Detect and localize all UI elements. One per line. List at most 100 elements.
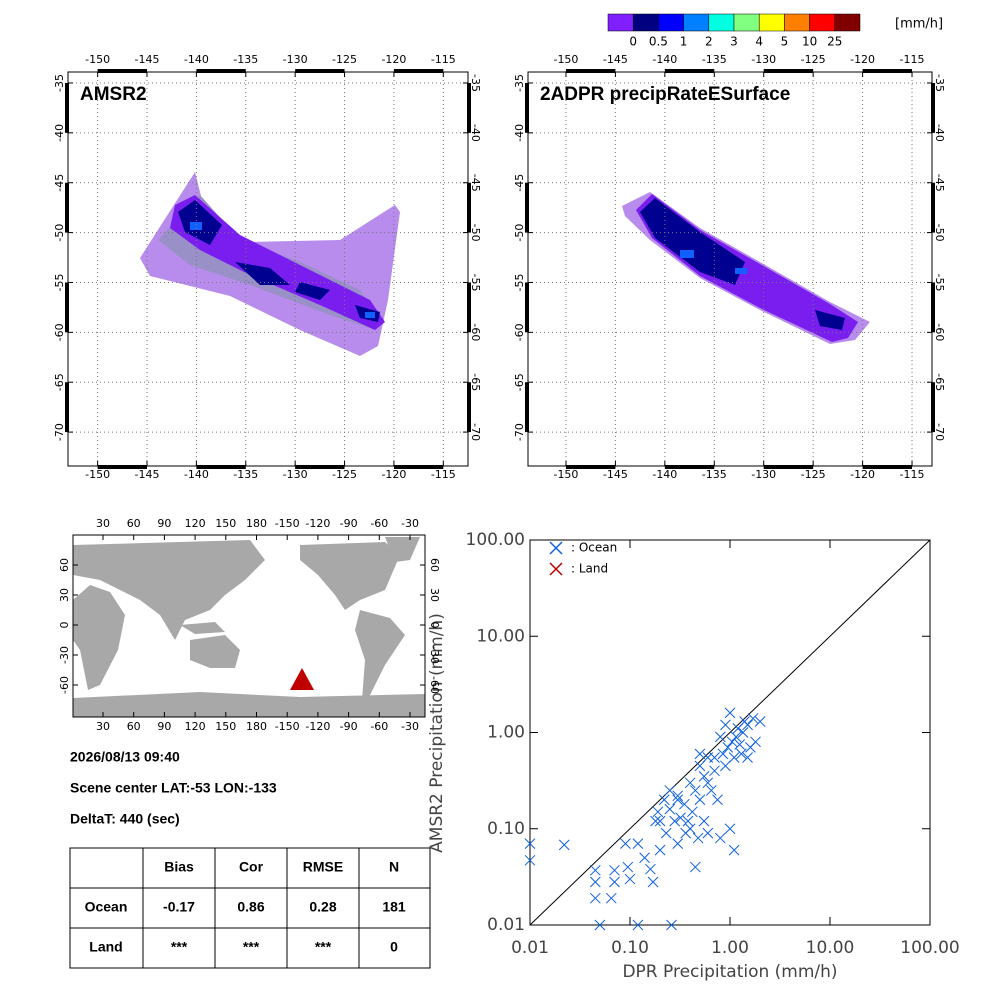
map-x-tick-label: -140: [652, 53, 677, 66]
map-y-tick-label: -35: [933, 74, 946, 92]
scatter-point: [742, 752, 753, 763]
world-lat-label: 30: [58, 588, 71, 602]
x-tick-label: 100.00: [900, 938, 959, 958]
map-y-tick-label: -55: [469, 273, 482, 291]
scatter-point: [698, 815, 710, 827]
world-lon-label: 90: [157, 517, 171, 530]
north-america: [300, 542, 400, 610]
scatter-point: [660, 827, 672, 839]
scatter-point: [684, 777, 696, 789]
scatter-point: [654, 815, 666, 827]
world-lon-label: -90: [340, 517, 358, 530]
map-x-tick-label: -135: [233, 468, 258, 481]
map-y-tick-label: -50: [513, 224, 526, 242]
map-x-tick-label: -140: [652, 468, 677, 481]
antarctica: [73, 692, 425, 717]
map-x-tick-label: -135: [702, 468, 727, 481]
table-header: Bias: [164, 859, 194, 875]
scatter-point: [654, 844, 666, 856]
table-cell: 0.86: [237, 899, 264, 915]
amsr2-swath: [140, 172, 400, 356]
map-x-tick-label: -115: [431, 53, 456, 66]
world-lat-label: 0: [428, 622, 441, 629]
world-lon-label: 30: [96, 517, 110, 530]
legend-marker: [549, 562, 563, 576]
map-y-tick-label: -65: [53, 373, 66, 391]
table-border: [69, 847, 431, 969]
y-axis-label: AMSR2 Precipitation (mm/h): [427, 613, 447, 853]
world-lon-label: 90: [157, 720, 171, 733]
scatter-point: [714, 731, 726, 743]
dpr-swath: [622, 192, 870, 344]
colorbar-label: 5: [781, 35, 789, 49]
x-tick-label: 1.00: [711, 938, 749, 958]
swath-navy: [235, 262, 290, 285]
scatter-point: [589, 892, 601, 904]
world-lat-label: 30: [428, 588, 441, 602]
scatter-point: [658, 794, 670, 806]
map-x-tick-label: -140: [184, 468, 209, 481]
map-y-tick-label: -65: [513, 373, 526, 391]
map-y-tick-label: -50: [53, 224, 66, 242]
world-lat-label: -30: [58, 646, 71, 664]
scatter-point: [737, 727, 749, 738]
scatter-point: [694, 794, 706, 806]
scatter-point: [605, 892, 617, 904]
scatter-point: [684, 823, 696, 835]
map-x-tick-label: -150: [85, 53, 110, 66]
scatter-point: [724, 707, 736, 719]
map-y-tick-label: -60: [53, 323, 66, 341]
world-lon-label: -150: [275, 517, 300, 530]
map-x-tick-label: -115: [900, 53, 925, 66]
colorbar-label: 0.5: [649, 35, 668, 49]
map-x-tick-label: -145: [603, 468, 628, 481]
scatter-point: [666, 919, 677, 931]
scatter-point: [672, 790, 684, 802]
scatter-point: [594, 919, 606, 931]
x-axis-label: DPR Precipitation (mm/h): [622, 962, 837, 982]
world-lat-label: 60: [428, 558, 441, 572]
map-x-tick-label: -135: [702, 53, 727, 66]
scatter-point: [632, 838, 644, 850]
table-header: RMSE: [303, 859, 343, 875]
scatter-point: [672, 794, 684, 806]
map-x-tick-label: -120: [381, 53, 406, 66]
map-x-tick-label: -130: [751, 53, 776, 66]
map-y-tick-label: -35: [53, 74, 66, 92]
x-tick-label: 0.01: [511, 938, 549, 958]
map-x-tick-label: -135: [233, 53, 258, 66]
map-x-tick-label: -130: [751, 468, 776, 481]
map-y-tick-label: -45: [933, 174, 946, 192]
table-header: Cor: [239, 859, 264, 875]
world-lon-label: 60: [127, 720, 141, 733]
table-row-label: Land: [89, 939, 122, 955]
map-x-tick-label: -115: [900, 468, 925, 481]
map-y-tick-label: -65: [469, 373, 482, 391]
colorbar-label: 25: [827, 35, 842, 49]
scatter-point: [524, 838, 536, 850]
scatter-point: [694, 748, 706, 760]
scatter-point: [720, 719, 731, 731]
map-y-tick-label: -45: [469, 174, 482, 192]
scatter-point: [712, 794, 723, 806]
table-cell: ***: [243, 939, 260, 955]
world-lon-label: 120: [185, 517, 206, 530]
legend-label: : Ocean: [571, 541, 617, 555]
table-cell: ***: [171, 939, 188, 955]
scatter-point: [682, 815, 694, 827]
scatter-point: [754, 716, 766, 727]
map-frame: [527, 71, 933, 467]
swath-blue: [365, 312, 375, 318]
world-lon-label: 150: [215, 720, 236, 733]
map-x-tick-label: -130: [283, 53, 308, 66]
scatter-point: [664, 785, 676, 796]
south-america: [355, 610, 405, 700]
world-lon-label: -120: [305, 517, 330, 530]
scatter-point: [645, 863, 656, 875]
colorbar-unit: [mm/h]: [895, 17, 943, 32]
one-to-one-line: [529, 539, 931, 926]
map-y-tick-label: -40: [53, 124, 66, 142]
map-y-tick-label: -65: [933, 373, 946, 391]
map-x-tick-label: -145: [135, 53, 160, 66]
